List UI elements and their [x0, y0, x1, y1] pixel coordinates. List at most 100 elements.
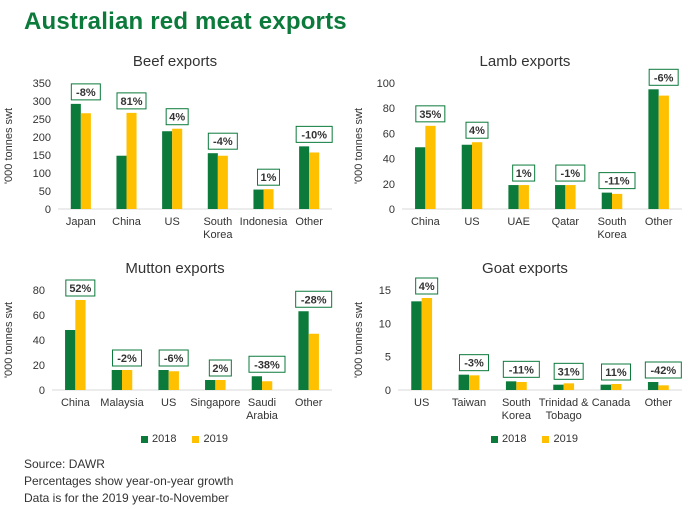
x-tick-label: Other [295, 397, 323, 409]
growth-label: -11% [509, 364, 534, 376]
bar-2019 [126, 112, 137, 209]
growth-label-box [459, 354, 489, 372]
y-tick-label: 40 [33, 335, 45, 347]
growth-label: -38% [254, 359, 280, 371]
bar-2018 [65, 330, 76, 390]
chart-title: Mutton exports [125, 260, 224, 277]
legend-label-2019: 2019 [553, 433, 578, 445]
x-tick-label: Other [295, 216, 323, 228]
bar-2019 [421, 298, 433, 390]
legend-swatch-2018 [491, 435, 498, 443]
bar-2019 [516, 382, 527, 390]
y-tick-label: 40 [383, 154, 395, 166]
y-axis-label: '000 tonnes swt [353, 302, 365, 378]
growth-label: -6% [164, 353, 184, 365]
bar-2018 [253, 189, 264, 209]
growth-label: -2% [117, 353, 137, 365]
growth-label: 1% [516, 168, 532, 180]
bar-2019 [168, 371, 179, 390]
y-axis-label: '000 tonnes swt [353, 108, 365, 184]
x-tick-label: South [203, 216, 232, 228]
growth-label: 2% [212, 363, 228, 375]
growth-label: 1% [261, 172, 277, 184]
y-tick-label: 0 [45, 204, 51, 216]
growth-label-box [65, 279, 96, 297]
source-note: Source: DAWR [24, 457, 105, 471]
bar-2019 [308, 333, 319, 390]
growth-note: Percentages show year-on-year growth [24, 474, 234, 488]
growth-label: 4% [169, 112, 185, 124]
footer-notes: Source: DAWR Percentages show year-on-ye… [24, 456, 233, 507]
bar-2019 [122, 370, 133, 390]
y-tick-label: 0 [39, 385, 45, 397]
y-tick-label: 60 [33, 310, 45, 322]
x-tick-label: Korea [597, 229, 627, 241]
bar-2019 [80, 113, 91, 209]
bar-2019 [472, 142, 483, 209]
period-note: Data is for the 2019 year-to-November [24, 491, 229, 505]
growth-label: 4% [419, 281, 435, 293]
bar-2019 [215, 380, 226, 390]
y-tick-label: 100 [33, 168, 51, 180]
y-tick-label: 100 [377, 78, 395, 90]
growth-label-box [248, 355, 286, 373]
bar-2018 [70, 103, 81, 209]
bar-2018 [298, 311, 309, 390]
legend-swatch-2019 [542, 435, 550, 443]
bar-2018 [415, 147, 426, 209]
y-tick-label: 200 [33, 132, 51, 144]
y-tick-label: 60 [383, 128, 395, 140]
legend-swatch-2019 [192, 435, 200, 443]
y-tick-label: 150 [33, 150, 51, 162]
x-tick-label: Other [645, 216, 673, 228]
y-tick-label: 0 [385, 385, 391, 397]
x-tick-label: Arabia [246, 410, 279, 422]
y-tick-label: 250 [33, 114, 51, 126]
mutton-legend: 2018 2019 [141, 433, 228, 445]
main-title: Australian red meat exports [24, 8, 347, 35]
growth-label-box [208, 359, 232, 377]
growth-label: 81% [120, 96, 142, 108]
growth-label-box [648, 68, 679, 86]
x-tick-label: China [411, 216, 441, 228]
x-tick-label: Taiwan [452, 397, 486, 409]
bar-2019 [469, 375, 480, 390]
growth-label-box [207, 132, 238, 150]
growth-label: 35% [419, 109, 441, 121]
x-tick-label: Tobago [546, 410, 582, 422]
growth-label-box [601, 363, 631, 381]
beef-exports-chart: Beef exports '000 tonnes swt 0 50 100 150 200 2… [3, 53, 333, 241]
growth-label: -4% [213, 136, 233, 148]
bar-2019 [612, 193, 623, 209]
bar-2019 [309, 152, 320, 209]
bar-2018 [411, 301, 422, 390]
bar-2019 [263, 189, 274, 209]
mutton-exports-chart: Mutton exports '000 tonnes swt 0 20 40 60 80 Ch… [3, 260, 333, 422]
growth-label-box [295, 290, 333, 308]
bar-2018 [461, 144, 472, 209]
bar-2019 [172, 128, 183, 209]
x-tick-label: Indonesia [240, 216, 289, 228]
growth-label-box [502, 360, 540, 378]
growth-label-box [415, 105, 446, 123]
bar-2019 [217, 155, 228, 209]
bar-2019 [658, 95, 669, 209]
y-axis-label: '000 tonnes swt [3, 108, 15, 184]
bar-2018 [553, 384, 564, 390]
bar-2018 [205, 380, 216, 390]
growth-label-box [116, 92, 147, 110]
growth-label: -42% [650, 365, 676, 377]
x-tick-label: UAE [507, 216, 530, 228]
bar-2018 [299, 146, 310, 209]
x-tick-label: US [161, 397, 176, 409]
x-tick-label: Other [645, 397, 673, 409]
growth-label-box [415, 277, 439, 295]
bar-2018 [601, 192, 612, 209]
x-tick-label: Trinidad & [539, 397, 589, 409]
x-tick-label: South [598, 216, 627, 228]
growth-label: -10% [301, 129, 327, 141]
growth-label: -11% [604, 176, 629, 188]
growth-label: 11% [605, 367, 627, 379]
bar-2018 [158, 370, 169, 390]
x-tick-label: Japan [66, 216, 96, 228]
